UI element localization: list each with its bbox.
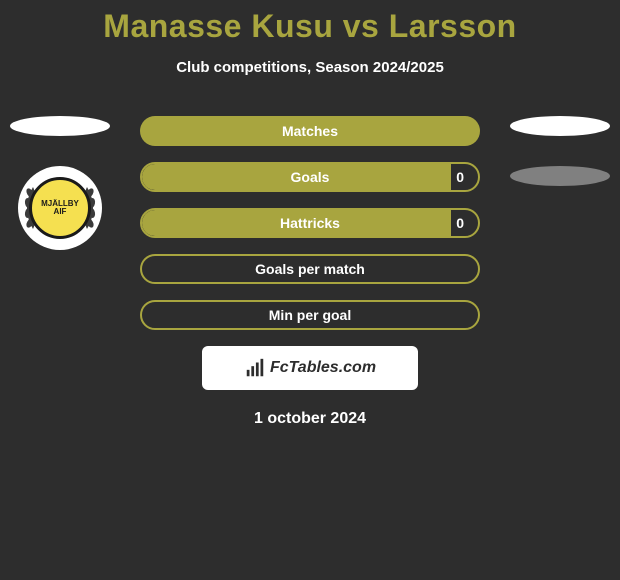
stat-bar-label: Hattricks	[280, 215, 340, 231]
stat-bar-value-right: 0	[456, 169, 464, 185]
stat-bar: Min per goal	[140, 300, 480, 330]
stat-bar-label: Matches	[282, 123, 338, 139]
brand-logo-text: FcTables.com	[270, 359, 376, 377]
stat-bar-label: Goals	[291, 169, 330, 185]
stat-bar-label: Min per goal	[269, 307, 351, 323]
club-badge-left: MJÄLLBYAIF	[18, 166, 102, 250]
stat-bar: Hattricks 0	[140, 208, 480, 238]
player-oval-left	[10, 116, 110, 136]
stat-bars-container: Matches Goals 0 Hattricks 0 Goals per match Mi…	[140, 116, 480, 330]
club-inner-circle: MJÄLLBYAIF	[29, 177, 91, 239]
stat-bar-label: Goals per match	[255, 261, 365, 277]
brand-logo[interactable]: FcTables.com	[202, 346, 418, 390]
subtitle: Club competitions, Season 2024/2025	[0, 59, 620, 76]
stat-bar: Goals 0	[140, 162, 480, 192]
club-oval-right	[510, 166, 610, 186]
club-badge-text: MJÄLLBYAIF	[41, 200, 79, 216]
page-title: Manasse Kusu vs Larsson	[0, 8, 620, 45]
right-player-column	[510, 116, 610, 186]
content-area: MJÄLLBYAIF MatchesGoals0Hattricks0Goals …	[0, 116, 620, 330]
date-text: 1 october 2024	[0, 410, 620, 428]
player-oval-right	[510, 116, 610, 136]
stat-bar: Goals per match	[140, 254, 480, 284]
left-player-column: MJÄLLBYAIF	[10, 116, 110, 250]
stat-bar: Matches	[140, 116, 480, 146]
chart-icon	[244, 357, 266, 379]
stat-bar-value-right: 0	[456, 215, 464, 231]
